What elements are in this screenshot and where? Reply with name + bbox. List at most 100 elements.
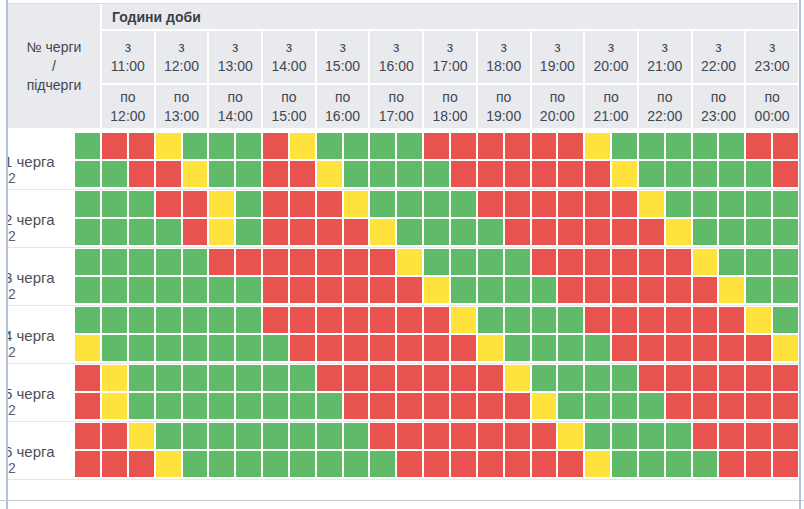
slot-cell: [344, 335, 369, 361]
hour-header-text: по: [550, 88, 565, 107]
hour-from-cell: з14:00: [263, 31, 315, 83]
slot-cell: [424, 365, 449, 391]
slot-cell: [290, 451, 315, 477]
slot-cell: [183, 219, 208, 245]
slot-cell: [639, 423, 664, 449]
slot-cell: [397, 423, 422, 449]
slot-cell: [263, 423, 288, 449]
queue-group: 1 черга2: [8, 133, 798, 187]
slot-cell: [317, 277, 342, 303]
subqueue-number: 2: [8, 286, 16, 302]
slot-cell: [612, 277, 637, 303]
slot-cell: [397, 277, 422, 303]
slot-cell: [666, 161, 691, 187]
hour-header-text: з: [339, 38, 345, 57]
slot-cell: [478, 191, 503, 217]
slot-cell: [370, 365, 395, 391]
slot-cell: [75, 249, 100, 275]
slot-cell: [532, 277, 557, 303]
hour-header-text: 15:00: [325, 57, 360, 76]
panel-right-border: [799, 0, 801, 509]
slot-cell: [370, 249, 395, 275]
slot-cell: [424, 393, 449, 419]
slot-cell: [344, 191, 369, 217]
slot-cell: [129, 277, 154, 303]
hour-header-text: 23:00: [701, 107, 736, 126]
slot-cell: [424, 307, 449, 333]
queue-name: 4 черга: [8, 327, 55, 344]
slot-cell: [183, 249, 208, 275]
hour-header-text: 12:00: [110, 107, 145, 126]
hour-header-text: по: [442, 88, 457, 107]
slot-cell: [585, 249, 610, 275]
slot-cell: [746, 133, 771, 159]
hour-header-text: з: [500, 38, 506, 57]
queue-name: 6 черга: [8, 443, 55, 460]
slot-cell: [75, 161, 100, 187]
queue-name: 2 черга: [8, 211, 55, 228]
slot-cell: [505, 191, 530, 217]
hour-header-text: 14:00: [271, 57, 306, 76]
slot-cell: [344, 393, 369, 419]
slot-cell: [183, 423, 208, 449]
hour-header-text: з: [554, 38, 560, 57]
queue-label: 5 черга2: [8, 365, 75, 419]
slot-cell: [183, 365, 208, 391]
hour-header-text: по: [711, 88, 726, 107]
slot-cell: [451, 133, 476, 159]
slot-cell: [558, 191, 583, 217]
hour-to-cell: по19:00: [478, 85, 530, 128]
slot-cell: [156, 307, 181, 333]
schedule-table: № черги/підчерги Години доби з11:00з12:0…: [8, 4, 798, 479]
slot-cell: [639, 393, 664, 419]
slot-cell: [397, 219, 422, 245]
slot-cell: [558, 335, 583, 361]
slot-cell: [424, 451, 449, 477]
hour-from-cell: з22:00: [693, 31, 745, 83]
slot-cell: [585, 451, 610, 477]
slot-cell: [129, 393, 154, 419]
slot-cell: [370, 307, 395, 333]
slot-cell: [478, 219, 503, 245]
hour-header-text: з: [447, 38, 453, 57]
schedule-row: [75, 393, 798, 419]
slot-cell: [451, 161, 476, 187]
slot-cell: [209, 365, 234, 391]
outage-schedule-panel: № черги/підчерги Години доби з11:00з12:0…: [0, 0, 804, 509]
slot-cell: [532, 191, 557, 217]
slot-cell: [585, 335, 610, 361]
slot-cell: [746, 277, 771, 303]
slot-cell: [263, 249, 288, 275]
hour-header-text: по: [496, 88, 511, 107]
hour-header-text: по: [764, 88, 779, 107]
slot-cell: [719, 365, 744, 391]
slot-cell: [290, 393, 315, 419]
slot-cell: [236, 277, 261, 303]
subqueue-number: 2: [8, 460, 16, 476]
slot-cell: [209, 249, 234, 275]
slot-cell: [639, 161, 664, 187]
hour-header-text: 16:00: [325, 107, 360, 126]
hour-from-cell: з13:00: [209, 31, 261, 83]
slot-cell: [612, 393, 637, 419]
slot-cell: [317, 451, 342, 477]
slot-cell: [75, 191, 100, 217]
schedule-row: [75, 335, 798, 361]
hour-header-text: 19:00: [540, 57, 575, 76]
slot-cell: [773, 393, 798, 419]
slot-cell: [317, 393, 342, 419]
hour-header-text: 13:00: [164, 107, 199, 126]
slot-cell: [129, 307, 154, 333]
slot-cell: [290, 423, 315, 449]
slot-cell: [505, 277, 530, 303]
slot-cell: [478, 133, 503, 159]
slot-cell: [183, 191, 208, 217]
slot-cell: [156, 249, 181, 275]
hour-header-text: з: [286, 38, 292, 57]
slot-cell: [129, 219, 154, 245]
slot-cell: [693, 307, 718, 333]
slot-cell: [370, 423, 395, 449]
slot-cell: [478, 161, 503, 187]
slot-cell: [344, 307, 369, 333]
slot-cell: [129, 161, 154, 187]
